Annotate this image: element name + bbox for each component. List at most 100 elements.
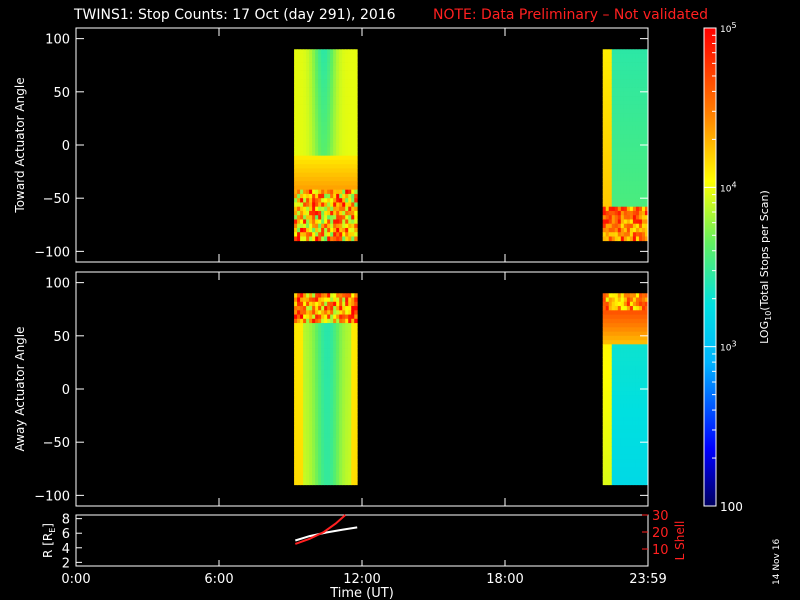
heatmap-cell [333, 344, 337, 349]
heatmap-cell [617, 87, 622, 93]
heatmap-cell [635, 219, 640, 225]
heatmap-cell [321, 70, 325, 76]
heatmap-cell [300, 476, 304, 481]
heatmap-cell [614, 57, 619, 63]
heatmap-cell [354, 100, 358, 105]
heatmap-cell [602, 348, 607, 354]
heatmap-cell [300, 352, 304, 358]
heatmap-cell [345, 176, 349, 182]
heatmap-cell [623, 403, 628, 409]
heatmap-cell [608, 476, 613, 481]
heatmap-cell [608, 172, 613, 178]
heatmap-cell [303, 348, 307, 354]
heatmap-cell [324, 53, 328, 59]
heatmap-cell [294, 446, 298, 452]
heatmap-cell [297, 125, 301, 131]
heatmap-cell [324, 420, 328, 426]
heatmap-cell [294, 399, 298, 405]
heatmap-cell [351, 219, 355, 225]
heatmap-cell [638, 420, 643, 426]
heatmap-cell [321, 215, 325, 220]
heatmap-cell [617, 463, 622, 469]
heatmap-cell [300, 104, 304, 110]
heatmap-cell [327, 164, 331, 169]
heatmap-cell [608, 327, 613, 332]
heatmap-cell [300, 215, 304, 220]
heatmap-cell [336, 219, 340, 225]
heatmap-cell [617, 181, 622, 186]
heatmap-cell [318, 79, 322, 84]
heatmap-cell [342, 369, 346, 375]
heatmap-cell [620, 476, 625, 481]
heatmap-cell [614, 236, 619, 242]
heatmap-cell [333, 168, 337, 174]
heatmap-cell [638, 79, 643, 84]
heatmap-cell [321, 198, 325, 203]
heatmap-cell [626, 463, 631, 469]
heatmap-cell [641, 189, 646, 195]
heatmap-cell [345, 348, 349, 354]
heatmap-cell [614, 467, 619, 473]
heatmap-cell [638, 391, 643, 396]
heatmap-cell [351, 361, 355, 366]
heatmap-cell [318, 348, 322, 354]
heatmap-cell [330, 66, 334, 71]
heatmap-cell [611, 172, 616, 178]
heatmap-cell [300, 344, 304, 349]
heatmap-cell [333, 79, 337, 84]
heatmap-cell [348, 142, 352, 148]
heatmap-cell [339, 219, 343, 225]
heatmap-cell [629, 323, 634, 328]
heatmap-cell [294, 185, 298, 191]
heatmap-cell [321, 429, 325, 435]
heatmap-cell [330, 450, 334, 456]
heatmap-cell [309, 53, 313, 59]
heatmap-cell [330, 189, 334, 195]
heatmap-cell [626, 138, 631, 144]
heatmap-cell [644, 293, 649, 298]
heatmap-cell [342, 134, 346, 140]
heatmap-cell [602, 219, 607, 225]
heatmap-cell [644, 168, 649, 174]
heatmap-cell [629, 314, 634, 320]
heatmap-cell [608, 185, 613, 191]
heatmap-cell [626, 437, 631, 443]
heatmap-cell [611, 91, 616, 97]
heatmap-cell [354, 168, 358, 174]
heatmap-cell [351, 210, 355, 216]
heatmap-cell [354, 113, 358, 118]
heatmap-cell [321, 361, 325, 366]
heatmap-cell [644, 134, 649, 140]
heatmap-cell [629, 480, 634, 486]
heatmap-cell [638, 181, 643, 186]
heatmap-cell [638, 374, 643, 379]
heatmap-cell [315, 104, 319, 110]
heatmap-cell [309, 87, 313, 93]
heatmap-cell [306, 459, 310, 464]
heatmap-cell [312, 480, 316, 486]
heatmap-cell [303, 151, 307, 157]
heatmap-cell [617, 382, 622, 388]
heatmap-cell [342, 172, 346, 178]
heatmap-cell [297, 331, 301, 337]
heatmap-cell [303, 185, 307, 191]
heatmap-cell [602, 297, 607, 303]
heatmap-cell [318, 134, 322, 140]
heatmap-cell [620, 301, 625, 307]
heatmap-cell [617, 314, 622, 320]
heatmap-cell [626, 117, 631, 122]
heatmap-cell [608, 357, 613, 362]
heatmap-cell [339, 134, 343, 140]
heatmap-cell [629, 357, 634, 362]
heatmap-cell [629, 181, 634, 186]
heatmap-cell [327, 108, 331, 114]
heatmap-cell [294, 219, 298, 225]
heatmap-cell [351, 79, 355, 84]
heatmap-cell [602, 62, 607, 67]
heatmap-cell [342, 108, 346, 114]
heatmap-cell [351, 142, 355, 148]
heatmap-cell [602, 429, 607, 435]
heatmap-cell [626, 348, 631, 354]
heatmap-cell [635, 382, 640, 388]
heatmap-cell [312, 420, 316, 426]
